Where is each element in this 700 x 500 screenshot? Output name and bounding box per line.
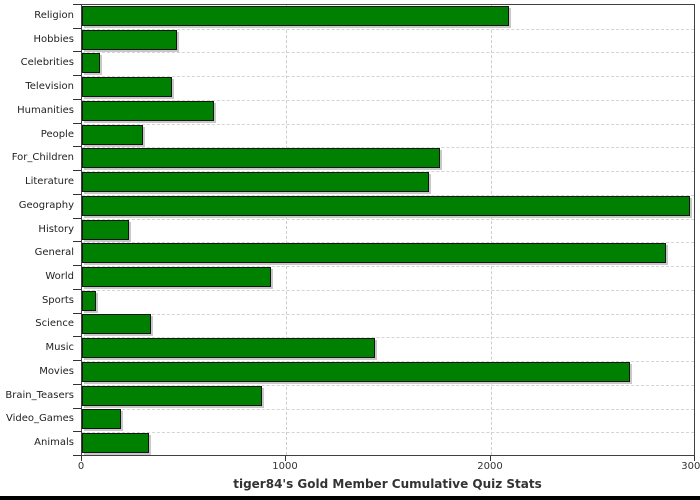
x-gridline xyxy=(286,5,288,455)
bar-history xyxy=(82,220,129,240)
category-label: Geography xyxy=(18,200,74,211)
y-axis-tick xyxy=(73,75,81,76)
x-tick-label: 1000 xyxy=(272,461,298,472)
x-tick-label: 3000 xyxy=(681,461,700,472)
bar-animals xyxy=(82,433,149,453)
y-axis-tick xyxy=(73,146,81,147)
category-label: People xyxy=(40,129,74,140)
x-gridline xyxy=(490,5,492,455)
y-axis-tick xyxy=(73,170,81,171)
row-boundary-gridline xyxy=(82,337,694,339)
row-boundary-gridline xyxy=(82,147,694,149)
x-axis-tick xyxy=(490,456,491,461)
y-axis-tick xyxy=(73,123,81,124)
category-label: Hobbies xyxy=(33,34,74,45)
category-label: Celebrities xyxy=(20,57,74,68)
y-axis-tick xyxy=(73,241,81,242)
bar-world xyxy=(82,267,271,287)
row-boundary-gridline xyxy=(82,313,694,315)
bar-people xyxy=(82,125,143,145)
row-boundary-gridline xyxy=(82,432,694,434)
y-axis-tick xyxy=(73,265,81,266)
bar-for_children xyxy=(82,148,440,168)
category-label: Television xyxy=(25,81,74,92)
x-axis-tick xyxy=(285,456,286,461)
category-label: Humanities xyxy=(17,105,74,116)
category-label: Literature xyxy=(25,176,74,187)
category-label: Sports xyxy=(41,295,74,306)
row-boundary-gridline xyxy=(82,408,694,410)
bottom-edge-border xyxy=(0,496,700,500)
y-axis-tick xyxy=(73,455,81,456)
y-axis-tick xyxy=(73,194,81,195)
bar-brain_teasers xyxy=(82,386,262,406)
bar-literature xyxy=(82,172,429,192)
bar-video_games xyxy=(82,409,121,429)
bar-general xyxy=(82,243,666,263)
chart-title: tiger84's Gold Member Cumulative Quiz St… xyxy=(233,477,542,491)
y-axis-tick xyxy=(73,360,81,361)
row-boundary-gridline xyxy=(82,266,694,268)
y-axis-tick xyxy=(73,28,81,29)
row-boundary-gridline xyxy=(82,123,694,125)
category-label: Science xyxy=(35,318,74,329)
row-boundary-gridline xyxy=(82,28,694,30)
y-axis-tick xyxy=(73,336,81,337)
y-axis-tick xyxy=(73,289,81,290)
row-boundary-gridline xyxy=(82,242,694,244)
row-boundary-gridline xyxy=(82,171,694,173)
category-label: General xyxy=(34,247,74,258)
category-label: Animals xyxy=(34,437,74,448)
x-tick-label: 0 xyxy=(77,461,85,472)
category-label: History xyxy=(38,224,74,235)
row-boundary-gridline xyxy=(82,194,694,196)
row-boundary-gridline xyxy=(82,361,694,363)
y-axis-tick xyxy=(73,384,81,385)
category-label: Movies xyxy=(39,366,74,377)
bar-science xyxy=(82,314,151,334)
y-axis-tick xyxy=(73,51,81,52)
row-boundary-gridline xyxy=(82,52,694,54)
x-tick-label: 2000 xyxy=(477,461,503,472)
row-boundary-gridline xyxy=(82,99,694,101)
row-boundary-gridline xyxy=(82,289,694,291)
category-label: Music xyxy=(45,342,74,353)
category-label: World xyxy=(45,271,74,282)
bar-hobbies xyxy=(82,30,177,50)
plot-area xyxy=(81,4,695,456)
category-label: Video_Games xyxy=(6,413,74,424)
category-label: For_Children xyxy=(11,152,74,163)
category-label: Religion xyxy=(34,10,74,21)
row-boundary-gridline xyxy=(82,384,694,386)
bar-religion xyxy=(82,6,509,26)
bar-geography xyxy=(82,196,690,216)
y-axis-tick xyxy=(73,99,81,100)
bar-music xyxy=(82,338,375,358)
x-axis-tick xyxy=(694,456,695,461)
category-label: Brain_Teasers xyxy=(5,390,74,401)
y-axis-tick xyxy=(73,4,81,5)
y-axis-tick xyxy=(73,431,81,432)
bar-sports xyxy=(82,291,96,311)
y-axis-tick xyxy=(73,408,81,409)
y-axis-tick xyxy=(73,313,81,314)
row-boundary-gridline xyxy=(82,218,694,220)
bar-television xyxy=(82,77,172,97)
row-boundary-gridline xyxy=(82,76,694,78)
y-axis-tick xyxy=(73,218,81,219)
bar-movies xyxy=(82,362,630,382)
bar-humanities xyxy=(82,101,214,121)
bar-celebrities xyxy=(82,53,100,73)
x-axis-tick xyxy=(81,456,82,461)
